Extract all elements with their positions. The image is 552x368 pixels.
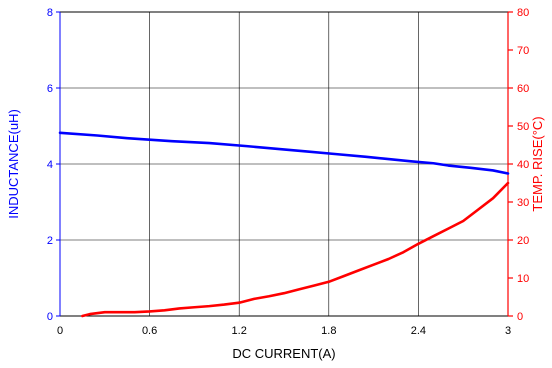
x-axis-title: DC CURRENT(A): [232, 346, 335, 361]
right-axis-tick-label: 10: [517, 273, 529, 285]
series-layer: [58, 131, 510, 318]
right-axis-tick-label: 0: [517, 311, 523, 323]
left-axis-tick-label: 6: [47, 83, 53, 95]
x-axis-tick-label: 3: [505, 325, 511, 337]
x-axis-tick-label: 0.6: [142, 325, 157, 337]
right-axis-tick-label: 60: [517, 83, 529, 95]
right-axis-tick-label: 70: [517, 45, 529, 57]
right-axis: 0 10 20 30 40 50 60 70 80: [507, 7, 529, 323]
left-axis: 0 2 4 6 8: [47, 7, 61, 323]
right-axis-tick-label: 50: [517, 121, 529, 133]
left-axis-tick-label: 0: [47, 311, 53, 323]
x-axis-tick-label: 1.2: [232, 325, 247, 337]
left-axis-title: INDUCTANCE(uH): [6, 109, 21, 219]
left-axis-tick-label: 8: [47, 7, 53, 19]
inductance-series-line: [58, 131, 510, 175]
temp-rise-series-line: [81, 181, 510, 318]
left-axis-tick-label: 2: [47, 235, 53, 247]
x-axis-tick-label: 1.8: [321, 325, 336, 337]
x-axis: 0 0.6 1.2 1.8 2.4 3: [57, 325, 511, 337]
right-axis-tick-label: 40: [517, 159, 529, 171]
right-axis-tick-label: 20: [517, 235, 529, 247]
right-axis-title: TEMP. RISE(°C): [530, 116, 545, 211]
right-axis-tick-label: 80: [517, 7, 529, 19]
x-axis-tick-label: 0: [57, 325, 63, 337]
left-axis-tick-label: 4: [47, 159, 53, 171]
x-axis-tick-label: 2.4: [411, 325, 426, 337]
right-axis-tick-label: 30: [517, 197, 529, 209]
